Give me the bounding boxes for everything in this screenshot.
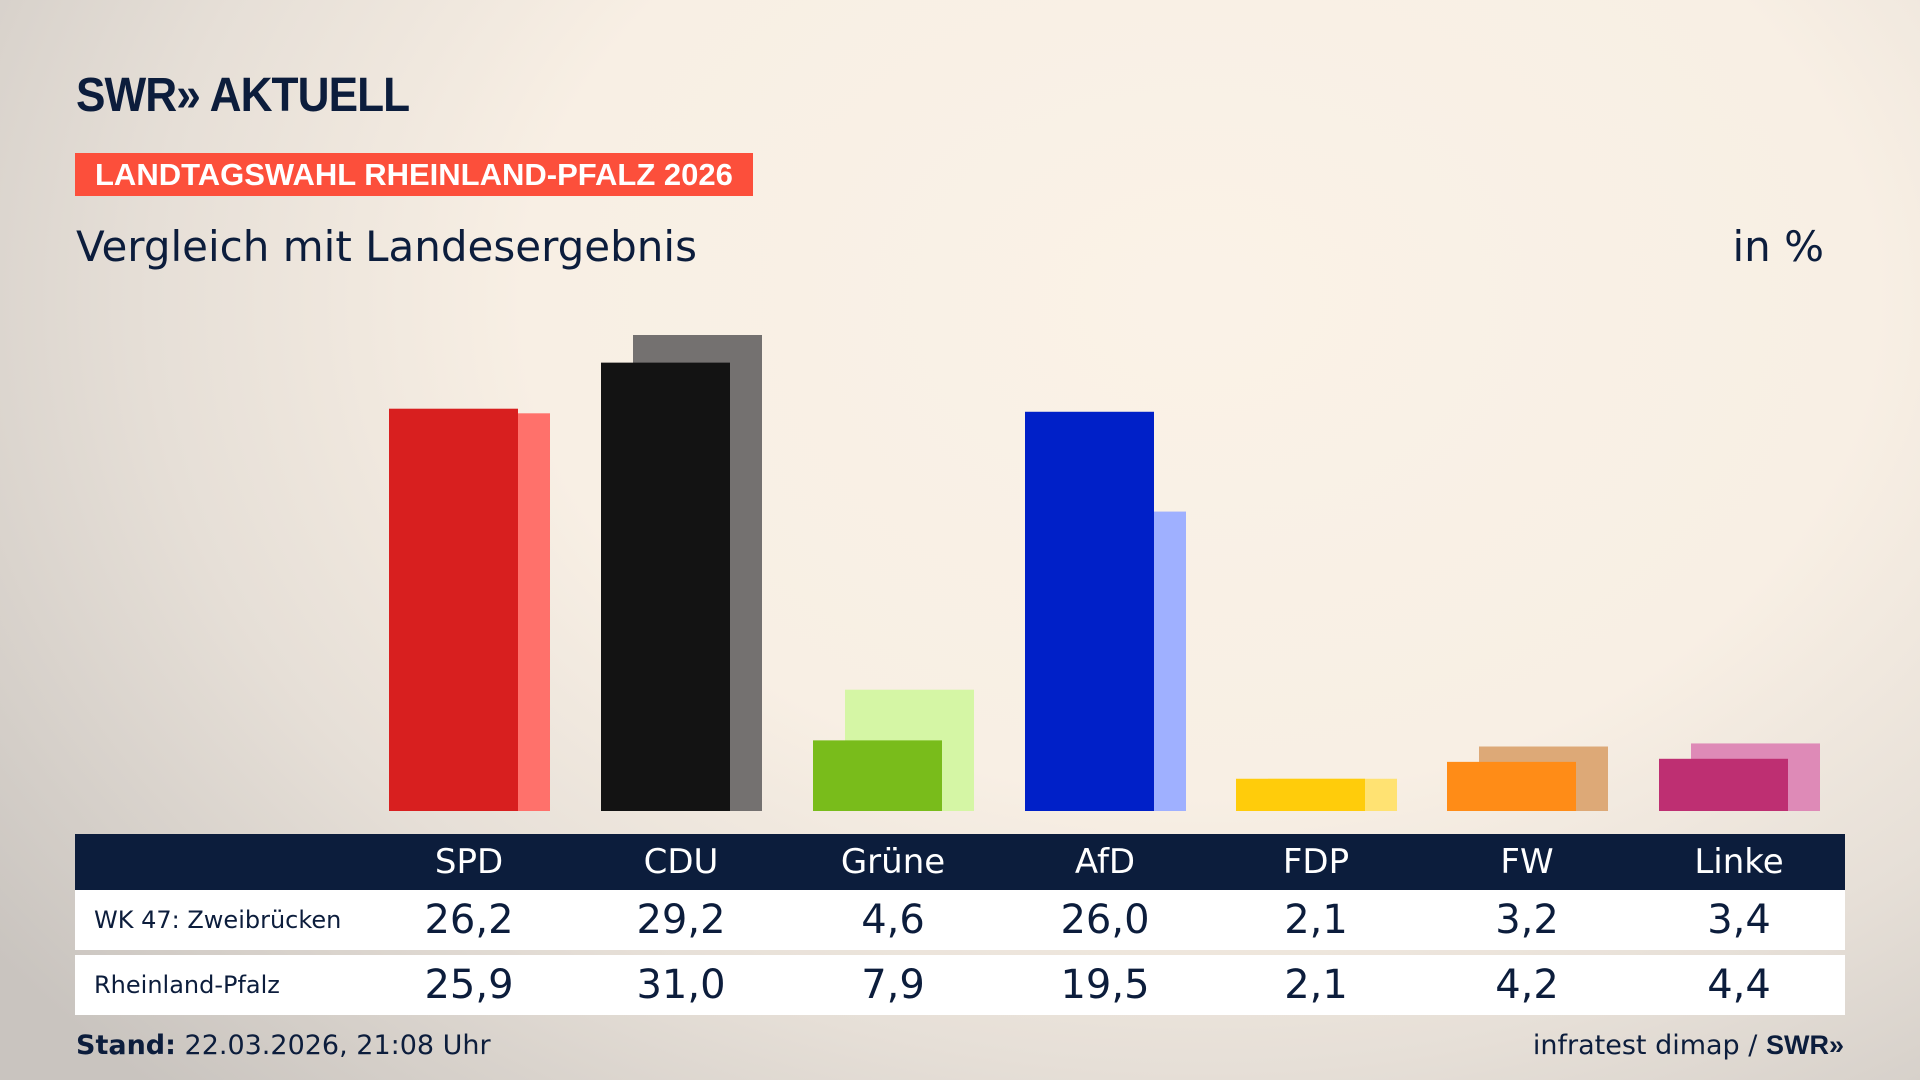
row-label: Rheinland-Pfalz xyxy=(94,971,280,999)
column-header: Grüne xyxy=(840,842,946,882)
table-cell: 19,5 xyxy=(1060,962,1150,1008)
bar-gruene-wahlkreis xyxy=(813,740,942,811)
row-label: WK 47: Zweibrücken xyxy=(94,906,342,934)
table-cell: 3,4 xyxy=(1707,897,1771,943)
table-cell: 3,2 xyxy=(1495,897,1559,943)
column-header: CDU xyxy=(643,842,719,882)
source-text: infratest dimap / xyxy=(1532,1030,1758,1061)
swr-aktuell-logo: SWR» AKTUELL xyxy=(76,69,410,122)
column-header: Linke xyxy=(1694,842,1784,882)
table-cell: 7,9 xyxy=(861,962,925,1008)
table-header: SPD CDU Grüne AfD FDP FW Linke xyxy=(75,834,1845,890)
bar-spd-wahlkreis xyxy=(389,408,518,811)
column-header: FW xyxy=(1500,842,1554,882)
unit-label: in % xyxy=(1732,222,1824,271)
table-cell: 2,1 xyxy=(1284,897,1348,943)
table-cell: 31,0 xyxy=(636,962,726,1008)
table-cell: 25,9 xyxy=(424,962,514,1008)
source: infratest dimap / SWR» xyxy=(1533,1030,1844,1061)
bar-cdu-wahlkreis xyxy=(601,362,730,811)
timestamp: Stand: 22.03.2026, 21:08 Uhr xyxy=(76,1030,491,1061)
column-header: FDP xyxy=(1282,842,1350,882)
bar-fw-wahlkreis xyxy=(1447,761,1576,811)
election-banner: LANDTAGSWAHL RHEINLAND-PFALZ 2026 xyxy=(75,153,753,196)
stand-label: Stand: xyxy=(76,1030,176,1061)
table-cell: 26,0 xyxy=(1060,897,1150,943)
column-header: AfD xyxy=(1074,842,1136,882)
bar-fdp-wahlkreis xyxy=(1236,778,1365,811)
column-header: SPD xyxy=(434,842,504,882)
table-cell: 4,4 xyxy=(1707,962,1771,1008)
table-cell: 4,6 xyxy=(861,897,925,943)
swr-logo: SWR» xyxy=(1765,1030,1844,1060)
table-cell: 29,2 xyxy=(636,897,726,943)
table-cell: 26,2 xyxy=(424,897,514,943)
table-row: WK 47: Zweibrücken 26,2 29,2 4,6 26,0 2,1 3,2… xyxy=(75,890,1845,950)
table-cell: 4,2 xyxy=(1495,962,1559,1008)
bar-afd-wahlkreis xyxy=(1025,411,1154,811)
bar-linke-wahlkreis xyxy=(1659,758,1788,811)
table-row: Rheinland-Pfalz 25,9 31,0 7,9 19,5 2,1 4,2 4,4 xyxy=(75,955,1845,1015)
stand-value: 22.03.2026, 21:08 Uhr xyxy=(184,1030,491,1061)
chart-subtitle: Vergleich mit Landesergebnis xyxy=(76,222,697,271)
table-cell: 2,1 xyxy=(1284,962,1348,1008)
